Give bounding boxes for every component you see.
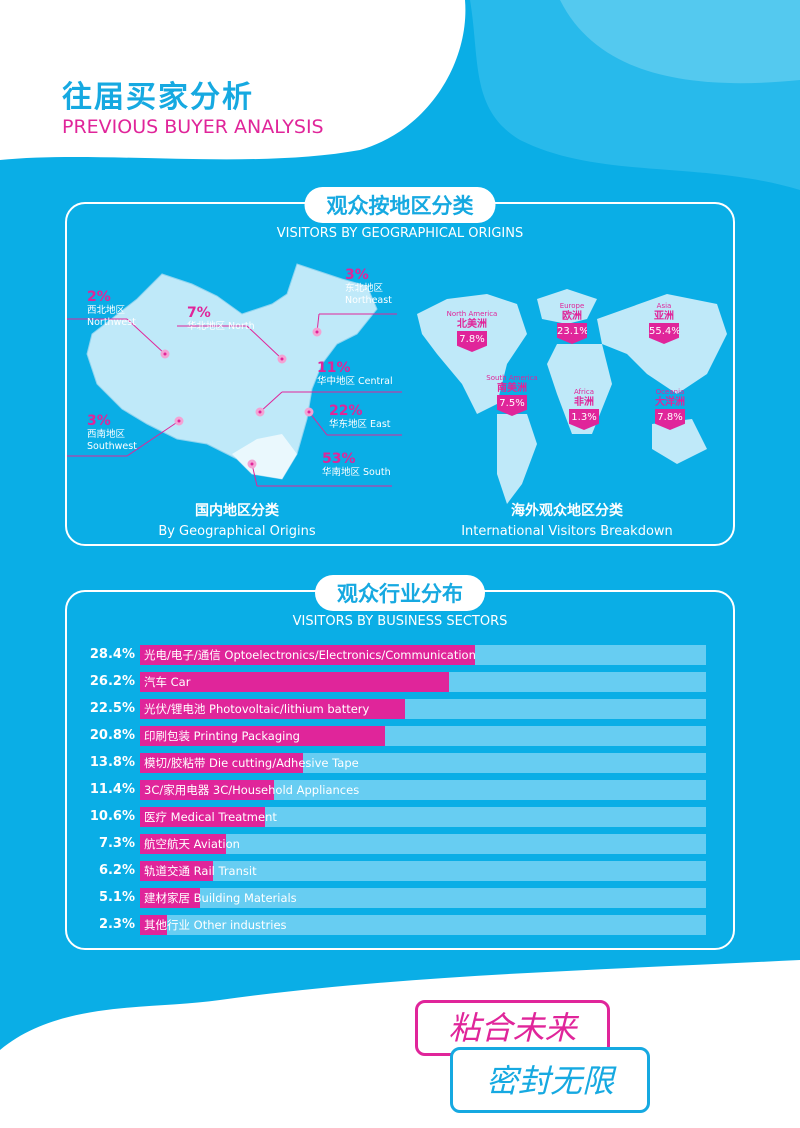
bar-category-label: 航空航天 Aviation <box>144 837 240 851</box>
slogan-line1: 粘合未来 <box>415 1000 610 1056</box>
geo-card: 观众按地区分类 VISITORS BY GEOGRAPHICAL ORIGINS… <box>65 187 735 546</box>
bar-row: 5.1% 建材家居 Building Materials <box>67 888 737 908</box>
sectors-card: 观众行业分布 VISITORS BY BUSINESS SECTORS 28.4… <box>65 575 737 950</box>
bar-category-label: 光伏/锂电池 Photovoltaic/lithium battery <box>144 702 370 716</box>
bar-track: 3C/家用电器 3C/Household Appliances <box>140 780 706 800</box>
bar-category-label: 医疗 Medical Treatment <box>144 810 277 824</box>
bar-value-label: 13.8% <box>89 755 135 770</box>
bar-value-label: 5.1% <box>98 890 135 905</box>
intl-south-america: South America 南美洲 7.5% <box>477 374 547 416</box>
bar-value-label: 10.6% <box>89 809 135 824</box>
bar <box>140 861 214 881</box>
bar-row: 20.8% 印刷包装 Printing Packaging <box>67 726 737 746</box>
region-central: 11% 华中地区 Central <box>317 360 393 388</box>
bar-row: 28.4% 光电/电子/通信 Optoelectronics/Electroni… <box>67 645 737 665</box>
sectors-heading: 观众行业分布 <box>315 575 485 611</box>
region-northeast: 3% 东北地区 Northeast <box>345 267 392 307</box>
maps <box>67 263 727 504</box>
bar-row: 10.6% 医疗 Medical Treatment <box>67 807 737 827</box>
bar-track: 汽车 Car <box>140 672 706 692</box>
bar-category-label: 建材家居 Building Materials <box>144 891 297 905</box>
bar-value-label: 20.8% <box>89 728 135 743</box>
region-northwest: 2% 西北地区 Northwest <box>87 289 136 329</box>
intl-africa: Africa 非洲 1.3% <box>549 388 619 430</box>
bar-row: 7.3% 航空航天 Aviation <box>67 834 737 854</box>
geo-subheading: VISITORS BY GEOGRAPHICAL ORIGINS <box>276 226 524 241</box>
bar-track: 建材家居 Building Materials <box>140 888 706 908</box>
bar <box>140 807 265 827</box>
bar <box>140 726 386 746</box>
bar <box>140 915 168 935</box>
bar <box>140 753 303 773</box>
region-north: 7% 华北地区 North <box>187 305 255 333</box>
bar-track: 航空航天 Aviation <box>140 834 706 854</box>
bar-category-label: 3C/家用电器 3C/Household Appliances <box>144 783 360 797</box>
international-caption: 海外观众地区分类 International Visitors Breakdown <box>461 503 673 539</box>
bar-value-label: 26.2% <box>89 674 135 689</box>
bar-value-label: 28.4% <box>89 647 135 662</box>
bar-category-label: 模切/胶粘带 Die cutting/Adhesive Tape <box>144 756 359 770</box>
region-east: 22% 华东地区 East <box>329 403 391 431</box>
bar <box>140 888 201 908</box>
bar-track: 轨道交通 Rail Transit <box>140 861 706 881</box>
region-south: 53% 华南地区 South <box>322 451 391 479</box>
intl-europe: Europe 欧洲 23.1% <box>537 302 607 344</box>
bar-value-label: 6.2% <box>98 863 135 878</box>
bar-row: 6.2% 轨道交通 Rail Transit <box>67 861 737 881</box>
geo-heading: 观众按地区分类 <box>304 187 496 223</box>
bar-value-label: 11.4% <box>89 782 135 797</box>
sectors-subheading: VISITORS BY BUSINESS SECTORS <box>292 614 508 629</box>
bar-row: 2.3% 其他行业 Other industries <box>67 915 737 935</box>
bar-row: 11.4% 3C/家用电器 3C/Household Appliances <box>67 780 737 800</box>
bar-track: 印刷包装 Printing Packaging <box>140 726 706 746</box>
intl-asia: Asia 亚洲 55.4% <box>629 302 699 344</box>
bar-value-label: 2.3% <box>98 917 135 932</box>
bar <box>140 834 227 854</box>
slogan-line2: 密封无限 <box>450 1047 650 1113</box>
bar <box>140 672 449 692</box>
bar-row: 22.5% 光伏/锂电池 Photovoltaic/lithium batter… <box>67 699 737 719</box>
bar-value-label: 7.3% <box>98 836 135 851</box>
bar <box>140 780 275 800</box>
bar-value-label: 22.5% <box>89 701 135 716</box>
page-title: 往届买家分析 <box>62 80 254 115</box>
bar-category-label: 轨道交通 Rail Transit <box>144 864 257 878</box>
region-southwest: 3% 西南地区 Southwest <box>87 413 137 453</box>
bar-row: 26.2% 汽车 Car <box>67 672 737 692</box>
bar-track: 光电/电子/通信 Optoelectronics/Electronics/Com… <box>140 645 706 665</box>
bar-category-label: 汽车 Car <box>144 675 191 689</box>
bar-track: 其他行业 Other industries <box>140 915 706 935</box>
bar-track: 医疗 Medical Treatment <box>140 807 706 827</box>
bar-row: 13.8% 模切/胶粘带 Die cutting/Adhesive Tape <box>67 753 737 773</box>
bar-track: 模切/胶粘带 Die cutting/Adhesive Tape <box>140 753 706 773</box>
bar <box>140 645 475 665</box>
intl-oceania: Oceania 大洋洲 7.8% <box>635 388 705 430</box>
bar-category-label: 其他行业 Other industries <box>144 918 287 932</box>
bar-category-label: 光电/电子/通信 Optoelectronics/Electronics/Com… <box>144 648 476 662</box>
domestic-caption: 国内地区分类 By Geographical Origins <box>158 503 316 539</box>
bar <box>140 699 406 719</box>
page-subtitle: PREVIOUS BUYER ANALYSIS <box>62 116 324 138</box>
bar-category-label: 印刷包装 Printing Packaging <box>144 729 300 743</box>
bar-track: 光伏/锂电池 Photovoltaic/lithium battery <box>140 699 706 719</box>
intl-north-america: North America 北美洲 7.8% <box>437 310 507 352</box>
